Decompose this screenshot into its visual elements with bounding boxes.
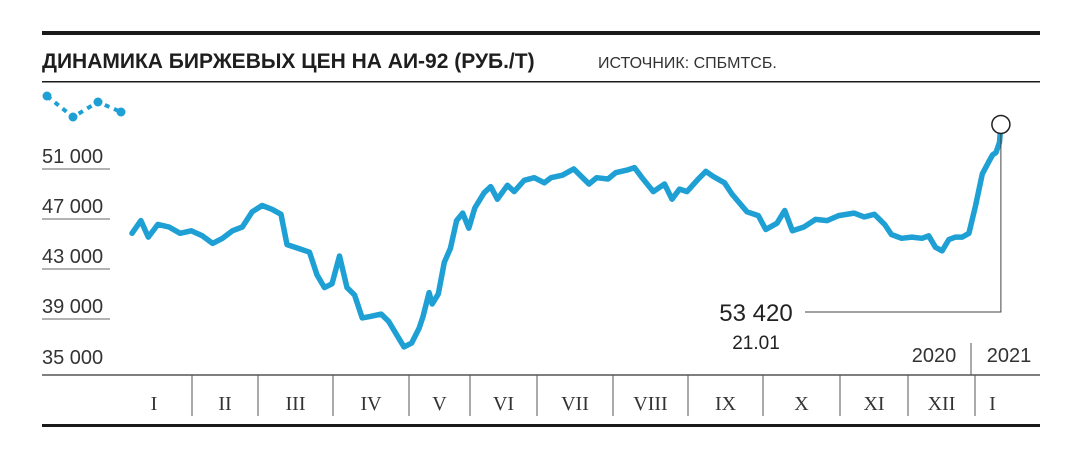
chart-title: ДИНАМИКА БИРЖЕВЫХ ЦЕН НА АИ-92 (РУБ./Т) (42, 50, 535, 73)
line-chart-icon (42, 91, 126, 122)
month-dividers (191, 375, 976, 416)
callout-value: 53 420 (719, 300, 792, 327)
y-tick-label: 43 000 (42, 246, 103, 268)
y-tick-label: 51 000 (42, 146, 103, 168)
y-tick-label: 47 000 (42, 196, 103, 218)
month-label: VI (493, 393, 514, 415)
year-label-2021: 2021 (987, 345, 1032, 367)
month-label: XI (863, 393, 884, 415)
month-labels: I II III IV V VI VII VIII IX X XI XII I (151, 393, 996, 415)
month-label: VIII (633, 393, 667, 415)
month-label: I (151, 393, 158, 415)
month-label: I (989, 393, 996, 415)
last-point-marker (991, 114, 1011, 135)
bottom-rule (42, 424, 1040, 427)
month-label: IV (360, 393, 382, 415)
month-label: XII (928, 393, 956, 415)
y-tick-label: 35 000 (42, 347, 103, 369)
header-rule (42, 81, 1040, 83)
top-rule (42, 31, 1040, 35)
callout-leader-line (805, 133, 1002, 313)
month-label: III (286, 393, 306, 415)
y-tick-label: 39 000 (42, 296, 103, 318)
month-label: II (218, 393, 231, 415)
month-label: V (432, 393, 447, 415)
callout-date: 21.01 (732, 333, 780, 354)
price-series-line (129, 121, 1004, 350)
chart-source: ИСТОЧНИК: СПБМТСБ. (598, 55, 777, 72)
year-label-2020: 2020 (912, 345, 957, 367)
month-label: IX (715, 393, 737, 415)
month-label: VII (561, 393, 589, 415)
month-label: X (794, 393, 809, 415)
